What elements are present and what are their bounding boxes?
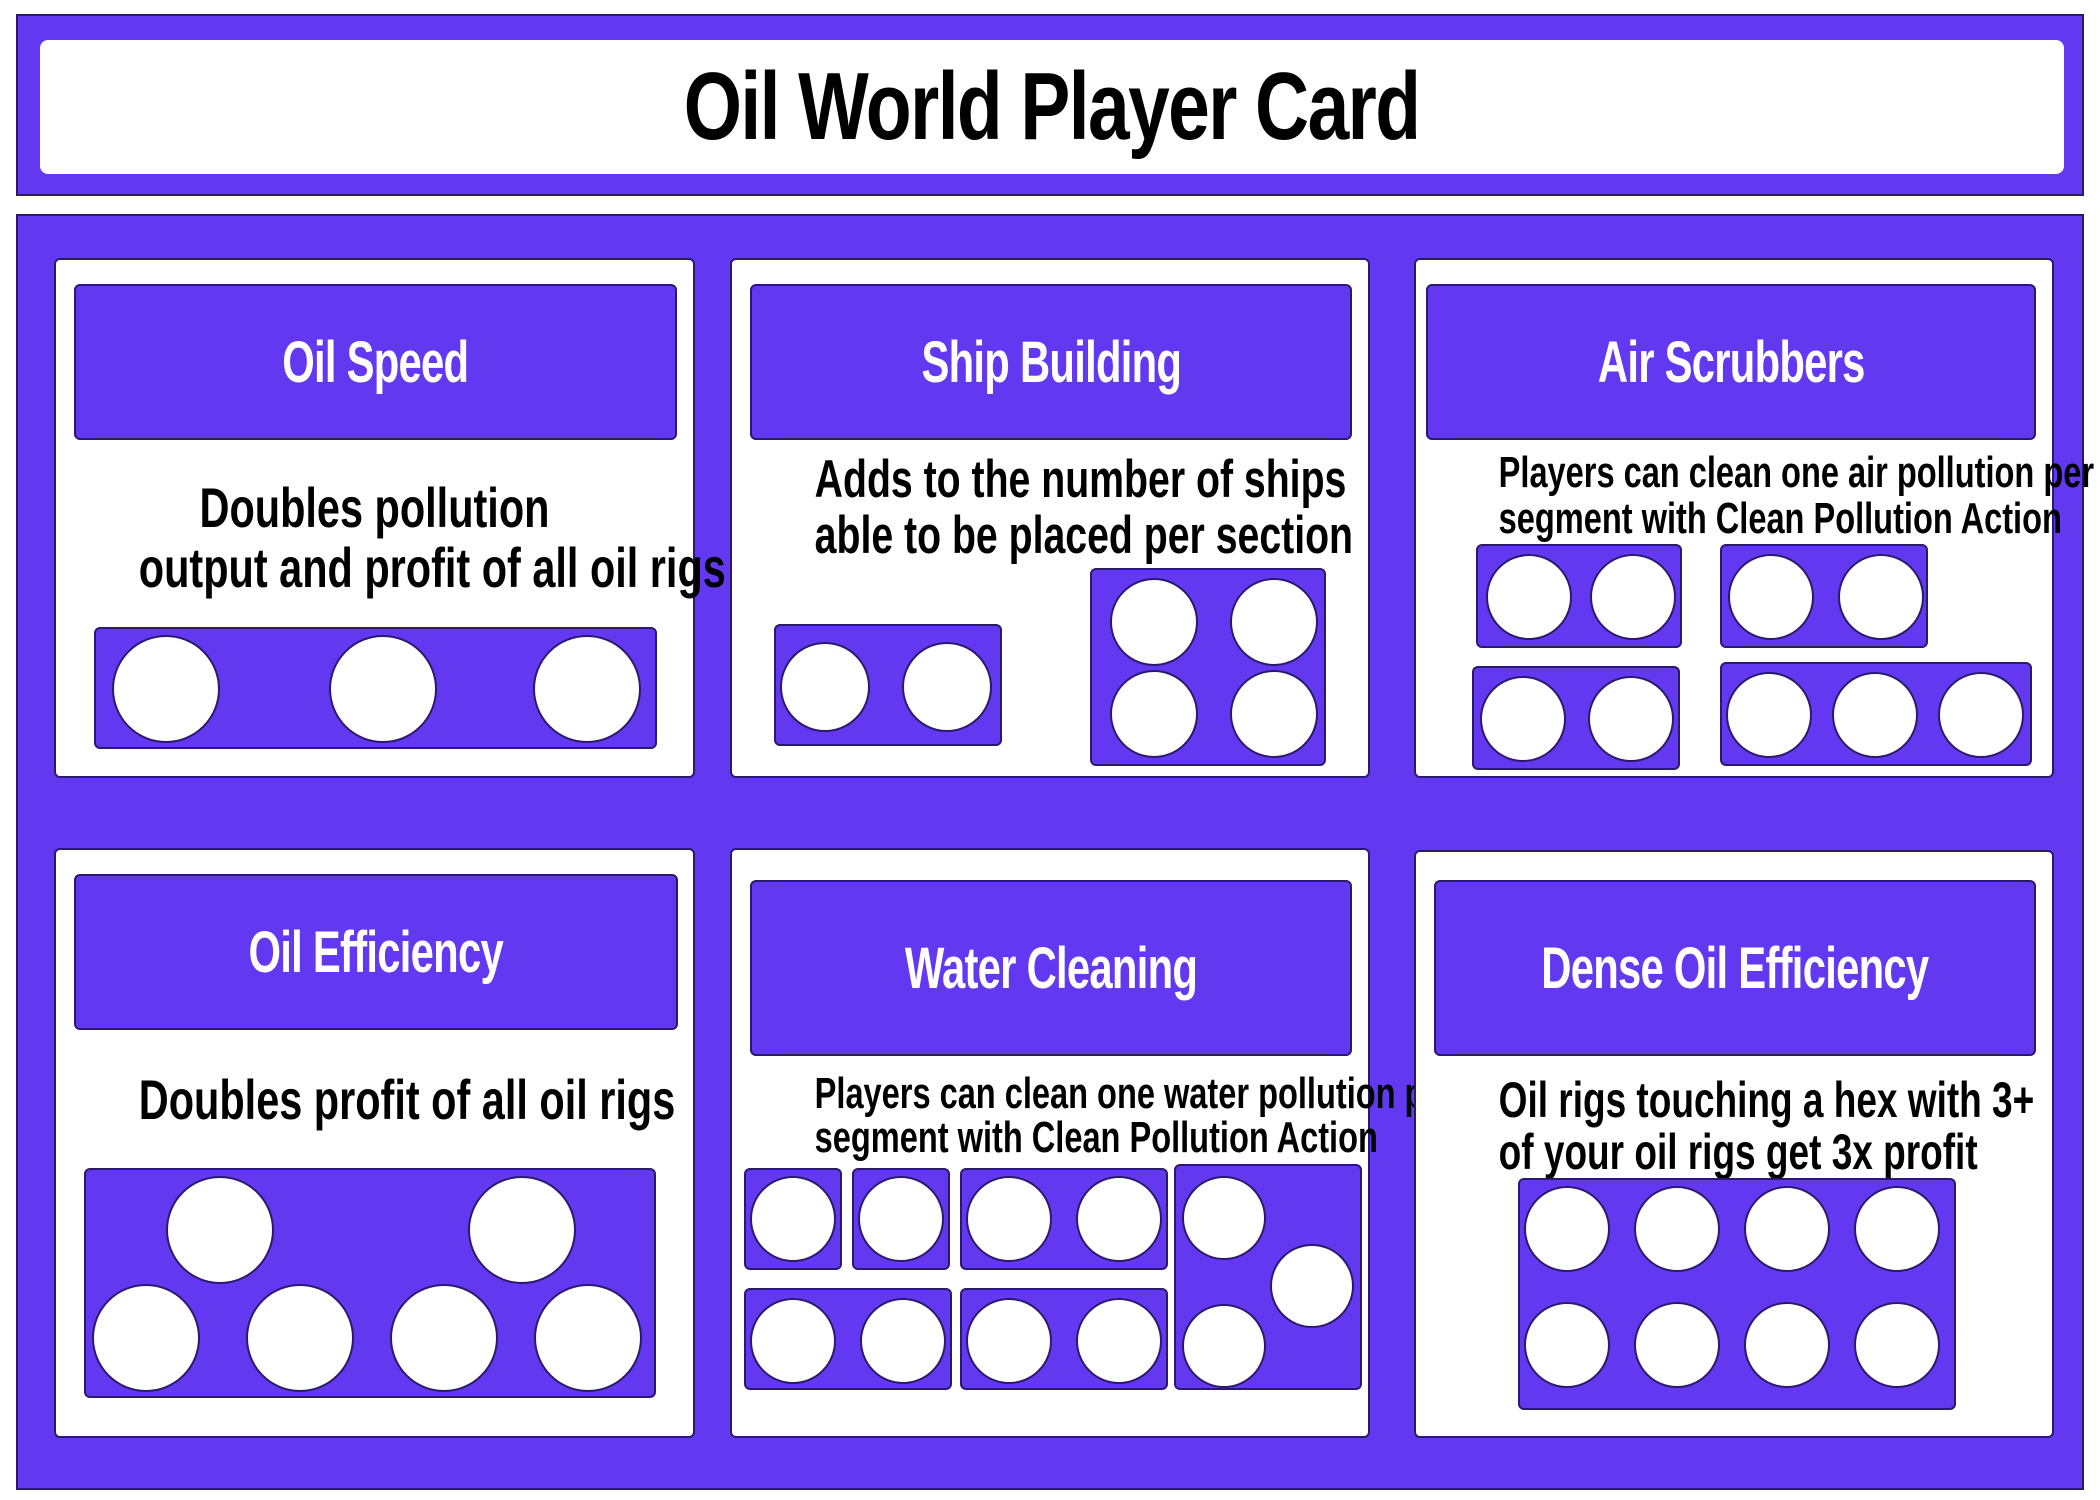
token-slot[interactable] xyxy=(1854,1302,1940,1388)
slot-track xyxy=(744,1288,952,1390)
token-slot[interactable] xyxy=(860,1298,946,1384)
page-title: Oil World Player Card xyxy=(684,53,1421,160)
slot-track xyxy=(774,624,1002,746)
card-description: Oil rigs touching a hex with 3+ of your … xyxy=(1416,1074,2052,1178)
upgrade-card-oil-speed: Oil Speed Doubles pollution output and p… xyxy=(54,258,726,778)
token-slot[interactable] xyxy=(329,635,437,743)
token-slot[interactable] xyxy=(1110,670,1198,758)
upgrade-card-oil-efficiency: Oil Efficiency Doubles profit of all oil… xyxy=(54,848,695,1438)
token-slot[interactable] xyxy=(1634,1302,1720,1388)
token-slot[interactable] xyxy=(966,1298,1052,1384)
token-slot[interactable] xyxy=(1182,1304,1266,1388)
token-slot[interactable] xyxy=(1590,554,1676,640)
slot-track xyxy=(852,1168,950,1270)
description-line: Oil rigs touching a hex with 3+ xyxy=(1498,1072,2035,1128)
slot-track xyxy=(1720,662,2032,766)
card-title: Oil Efficiency xyxy=(248,919,504,985)
upgrade-card-ship-building: Ship Building Adds to the number of ship… xyxy=(730,258,1370,778)
card-header: Ship Building xyxy=(750,284,1352,440)
description-line: Doubles profit of all oil rigs xyxy=(138,1068,676,1131)
token-slot[interactable] xyxy=(750,1298,836,1384)
card-title: Water Cleaning xyxy=(904,935,1198,1001)
token-slot[interactable] xyxy=(1230,670,1318,758)
slot-track xyxy=(1720,544,1928,648)
token-slot[interactable] xyxy=(1076,1298,1162,1384)
token-slot[interactable] xyxy=(1524,1302,1610,1388)
token-slot[interactable] xyxy=(1854,1186,1940,1272)
card-title: Dense Oil Efficiency xyxy=(1541,935,1929,1001)
description-line: segment with Clean Pollution Action xyxy=(1498,494,2062,543)
token-slot[interactable] xyxy=(858,1176,944,1262)
upgrade-card-water-cleaning: Water Cleaning Players can clean one wat… xyxy=(730,848,1456,1438)
token-slot[interactable] xyxy=(534,1284,642,1392)
token-slot[interactable] xyxy=(902,642,992,732)
token-slot[interactable] xyxy=(1726,672,1812,758)
token-slot[interactable] xyxy=(533,635,641,743)
description-line: segment with Clean Pollution Action xyxy=(814,1113,1378,1162)
slot-track xyxy=(84,1168,656,1398)
token-slot[interactable] xyxy=(1832,672,1918,758)
token-slot[interactable] xyxy=(1728,554,1814,640)
description-line: Players can clean one water pollution pe… xyxy=(814,1069,1456,1118)
token-slot[interactable] xyxy=(246,1284,354,1392)
token-slot[interactable] xyxy=(1480,676,1566,762)
card-description: Adds to the number of ships able to be p… xyxy=(732,452,1368,564)
token-slot[interactable] xyxy=(1744,1302,1830,1388)
token-slot[interactable] xyxy=(750,1176,836,1262)
slot-track xyxy=(1472,666,1680,770)
token-slot[interactable] xyxy=(780,642,870,732)
slot-track xyxy=(94,627,657,749)
card-description: Players can clean one water pollution pe… xyxy=(732,1069,1456,1162)
card-title: Oil Speed xyxy=(282,329,469,395)
card-description: Doubles profit of all oil rigs xyxy=(56,1070,693,1130)
card-header: Water Cleaning xyxy=(750,880,1352,1056)
description-line: able to be placed per section xyxy=(814,506,1354,565)
card-title: Air Scrubbers xyxy=(1597,329,1866,395)
title-bar: Oil World Player Card xyxy=(40,40,2064,174)
token-slot[interactable] xyxy=(966,1176,1052,1262)
token-slot[interactable] xyxy=(166,1176,274,1284)
slot-track xyxy=(1090,568,1326,766)
token-slot[interactable] xyxy=(390,1284,498,1392)
card-header: Oil Speed xyxy=(74,284,677,440)
slot-track xyxy=(1174,1164,1362,1390)
token-slot[interactable] xyxy=(1524,1186,1610,1272)
card-description: Players can clean one air pollution per … xyxy=(1416,448,2094,543)
token-slot[interactable] xyxy=(1838,554,1924,640)
card-header: Dense Oil Efficiency xyxy=(1434,880,2036,1056)
slot-track xyxy=(960,1168,1168,1270)
token-slot[interactable] xyxy=(1486,554,1572,640)
token-slot[interactable] xyxy=(112,635,220,743)
upgrade-card-dense-oil-efficiency: Dense Oil Efficiency Oil rigs touching a… xyxy=(1414,850,2054,1438)
description-line: output and profit of all oil rigs xyxy=(138,536,726,599)
card-header: Air Scrubbers xyxy=(1426,284,2036,440)
card-header: Oil Efficiency xyxy=(74,874,678,1030)
title-panel: Oil World Player Card xyxy=(16,14,2084,196)
token-slot[interactable] xyxy=(92,1284,200,1392)
description-line: Players can clean one air pollution per xyxy=(1498,448,2094,497)
upgrade-card-air-scrubbers: Air Scrubbers Players can clean one air … xyxy=(1414,258,2094,778)
token-slot[interactable] xyxy=(1076,1176,1162,1262)
description-line: of your oil rigs get 3x profit xyxy=(1498,1124,1978,1180)
token-slot[interactable] xyxy=(1634,1186,1720,1272)
card-description: Doubles pollution output and profit of a… xyxy=(56,476,726,599)
token-slot[interactable] xyxy=(1270,1244,1354,1328)
description-line: Doubles pollution xyxy=(199,476,550,539)
token-slot[interactable] xyxy=(1110,578,1198,666)
token-slot[interactable] xyxy=(1182,1176,1266,1260)
slot-track xyxy=(1476,544,1682,648)
slot-track xyxy=(960,1288,1168,1390)
card-title: Ship Building xyxy=(921,329,1181,395)
slot-track xyxy=(744,1168,842,1270)
description-line: Adds to the number of ships xyxy=(814,450,1347,509)
token-slot[interactable] xyxy=(1230,578,1318,666)
token-slot[interactable] xyxy=(1938,672,2024,758)
token-slot[interactable] xyxy=(1588,676,1674,762)
slot-track xyxy=(1518,1178,1956,1410)
token-slot[interactable] xyxy=(1744,1186,1830,1272)
token-slot[interactable] xyxy=(468,1176,576,1284)
